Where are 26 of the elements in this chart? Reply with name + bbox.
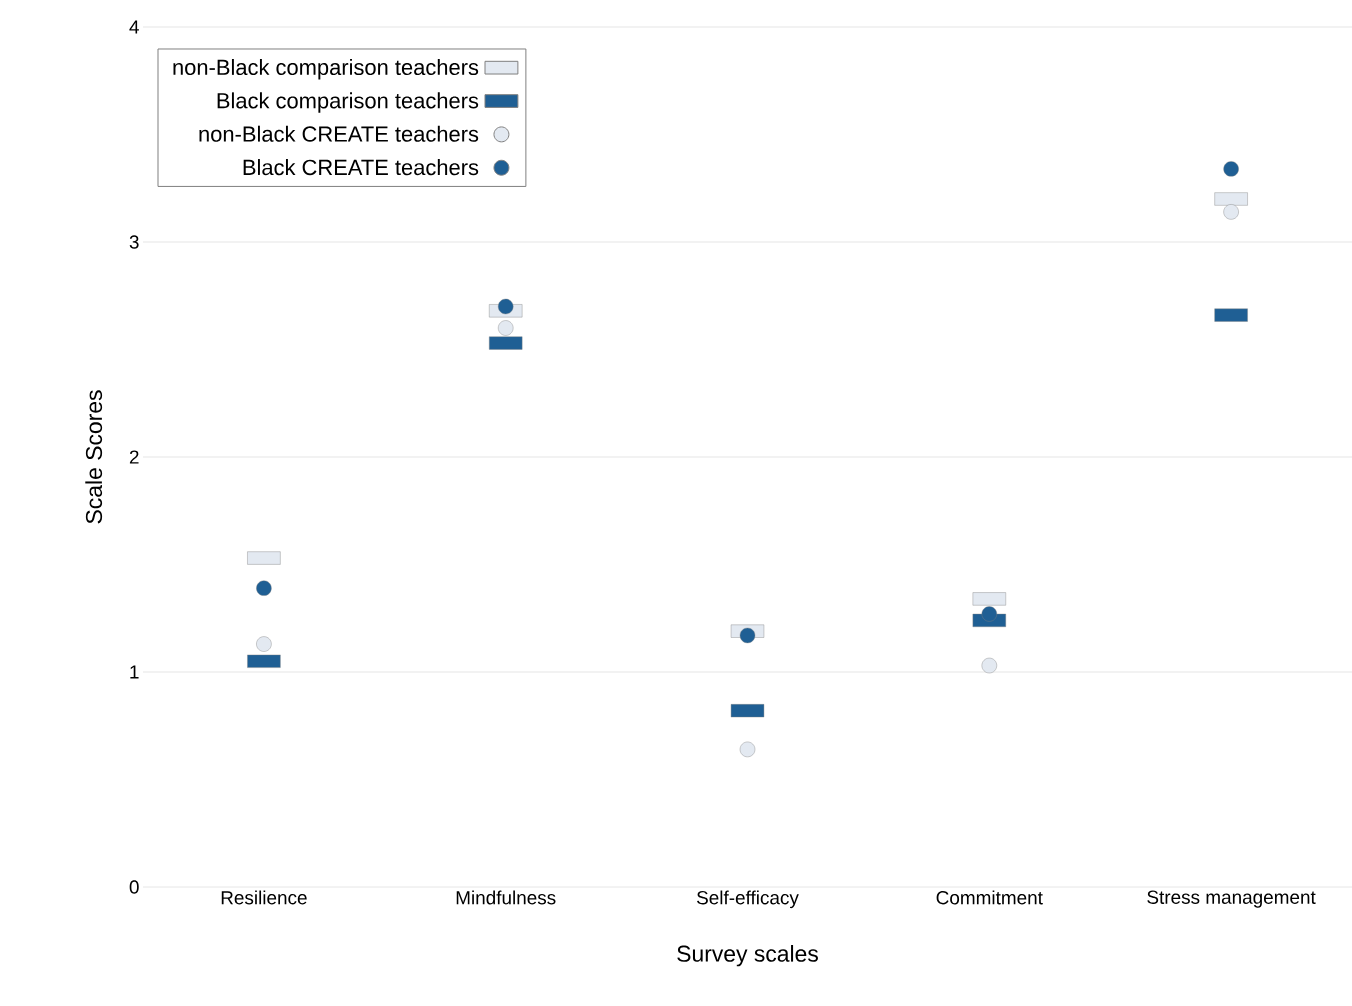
legend-label: Black comparison teachers: [217, 92, 479, 113]
x-axis-title: Survey scales: [677, 945, 818, 967]
legend-label: non-Black comparison teachers: [173, 58, 479, 80]
x-tick-label: Stress management: [1147, 890, 1316, 908]
point: [981, 657, 997, 674]
x-tick-label: Self-efficacy: [696, 890, 799, 909]
legend-label: Black CREATE teachers: [243, 159, 479, 176]
y-tick-label: 4: [129, 20, 139, 34]
point: [256, 580, 272, 596]
x-tick-label: Resilience: [221, 890, 307, 905]
point: [739, 741, 756, 758]
y-tick-label: 0: [129, 880, 139, 894]
y-tick-label: 1: [130, 665, 139, 679]
point: [498, 298, 514, 315]
point: [981, 606, 997, 622]
point: [1223, 204, 1239, 220]
y-tick-label: 3: [129, 235, 139, 249]
point: [739, 627, 756, 644]
x-tick-label: Mindfulness: [456, 890, 556, 905]
point: [498, 320, 514, 336]
point: [1223, 161, 1239, 177]
y-axis-title: Scale Scores: [85, 390, 103, 524]
point: [256, 636, 272, 652]
x-tick-label: Commitment: [936, 890, 1043, 905]
legend-label: non-Black CREATE teachers: [199, 125, 479, 142]
y-tick-label: 2: [129, 450, 139, 464]
